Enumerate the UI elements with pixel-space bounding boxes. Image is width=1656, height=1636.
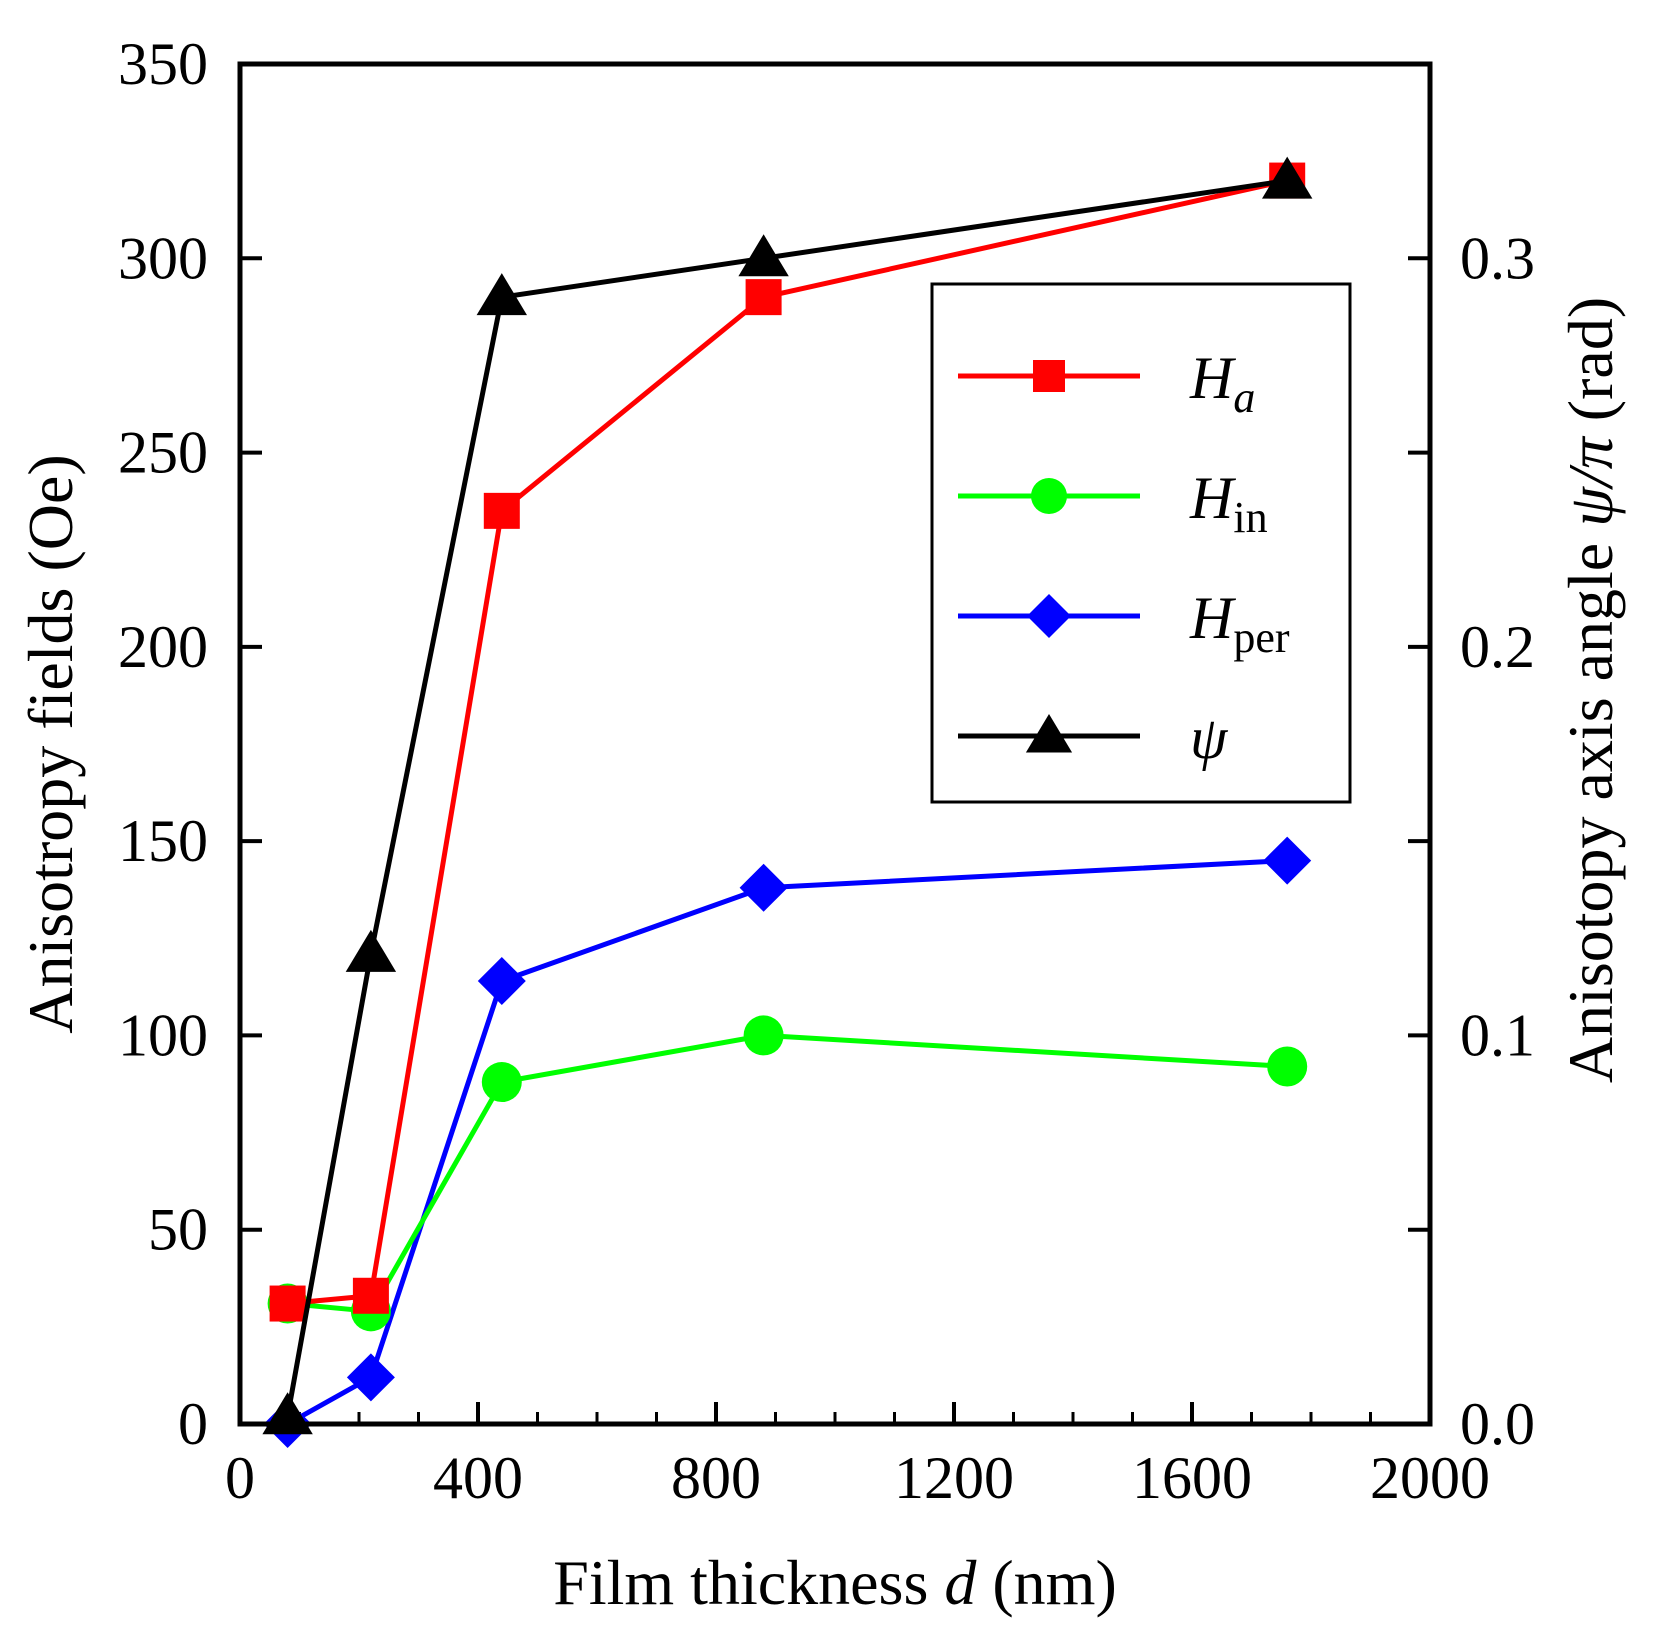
data-point-Ha [352, 1277, 389, 1314]
legend-entry-ψ: ψ [958, 705, 1229, 771]
series-Hin [267, 1015, 1308, 1332]
y2-tick-label: 0.3 [1460, 225, 1535, 291]
legend-label-Hper: Hper [1189, 585, 1290, 662]
data-point-ψ [738, 234, 789, 277]
legend: Ha Hin Hper ψ [930, 282, 1352, 804]
series-layer [262, 156, 1313, 1448]
legend-label-ψ: ψ [1190, 705, 1229, 771]
y2-tick-label: 0.2 [1460, 614, 1535, 680]
y-tick-label: 0 [178, 1391, 208, 1457]
data-point-Hin [481, 1062, 522, 1103]
series-Hper [263, 836, 1312, 1448]
data-point-Ha [269, 1285, 306, 1322]
plot-frame [237, 61, 1433, 1427]
data-point-Hper [346, 1353, 395, 1402]
legend-marker-ψ [1025, 714, 1073, 753]
legend-entry-Hin: Hin [958, 465, 1268, 542]
y-tick-label: 200 [118, 614, 208, 680]
x-axis-title-main: Film thickness [553, 1547, 944, 1618]
y-tick-label: 350 [118, 31, 208, 97]
data-point-Hin [743, 1015, 784, 1056]
legend-marker-Hper [1027, 594, 1071, 638]
y2-axis-title-unit: (rad) [1555, 297, 1626, 437]
data-point-Hper [739, 863, 788, 912]
x-tick-label: 400 [433, 1445, 523, 1511]
legend-box [930, 282, 1352, 804]
data-point-Ha [745, 279, 782, 316]
data-point-Hper [477, 957, 526, 1006]
x-tick-label: 0 [225, 1445, 255, 1511]
legend-marker-Hin [1031, 478, 1067, 514]
data-point-ψ [345, 929, 397, 972]
legend-entry-Ha: Ha [958, 345, 1255, 422]
legend-label-Hin: Hin [1189, 465, 1268, 542]
x-tick-label: 800 [671, 1445, 761, 1511]
x-axis-title: Film thickness d (nm) [553, 1547, 1117, 1618]
x-axis-title-unit: (nm) [976, 1547, 1116, 1618]
data-point-ψ [1262, 156, 1313, 199]
y-tick-label: 250 [118, 420, 208, 486]
y-tick-label: 150 [118, 808, 208, 874]
y2-tick-label: 0.1 [1460, 1002, 1535, 1068]
y-axis-title: Anisotropy fields (Oe) [15, 454, 86, 1033]
data-point-Hper [1263, 836, 1312, 885]
y-tick-label: 50 [148, 1197, 208, 1263]
y-tick-label: 300 [118, 225, 208, 291]
x-tick-label: 1600 [1132, 1445, 1252, 1511]
x-tick-label: 1200 [894, 1445, 1014, 1511]
legend-marker-Ha [1033, 360, 1065, 392]
y2-axis-title: Anisotopy axis angle ψ/π (rad) [1555, 297, 1626, 1083]
series-line-Hper [263, 858, 1288, 1427]
tick-labels: 0 400 800 1200 1600 2000 0 50 100 150 200 250 300 350… [118, 31, 1535, 1511]
data-point-ψ [476, 273, 527, 316]
data-point-Hin [1267, 1046, 1308, 1087]
data-point-Ha [483, 492, 520, 529]
y2-tick-label: 0.0 [1460, 1391, 1535, 1457]
y-tick-label: 100 [118, 1002, 208, 1068]
y2-axis-title-main: Anisotopy axis angle [1555, 527, 1626, 1083]
legend-label-Ha: Ha [1189, 345, 1255, 422]
y2-axis-title-var: ψ/π [1555, 435, 1626, 527]
x-axis-title-var: d [944, 1547, 977, 1618]
x-tick-label: 2000 [1370, 1445, 1490, 1511]
legend-entry-Hper: Hper [958, 585, 1290, 662]
